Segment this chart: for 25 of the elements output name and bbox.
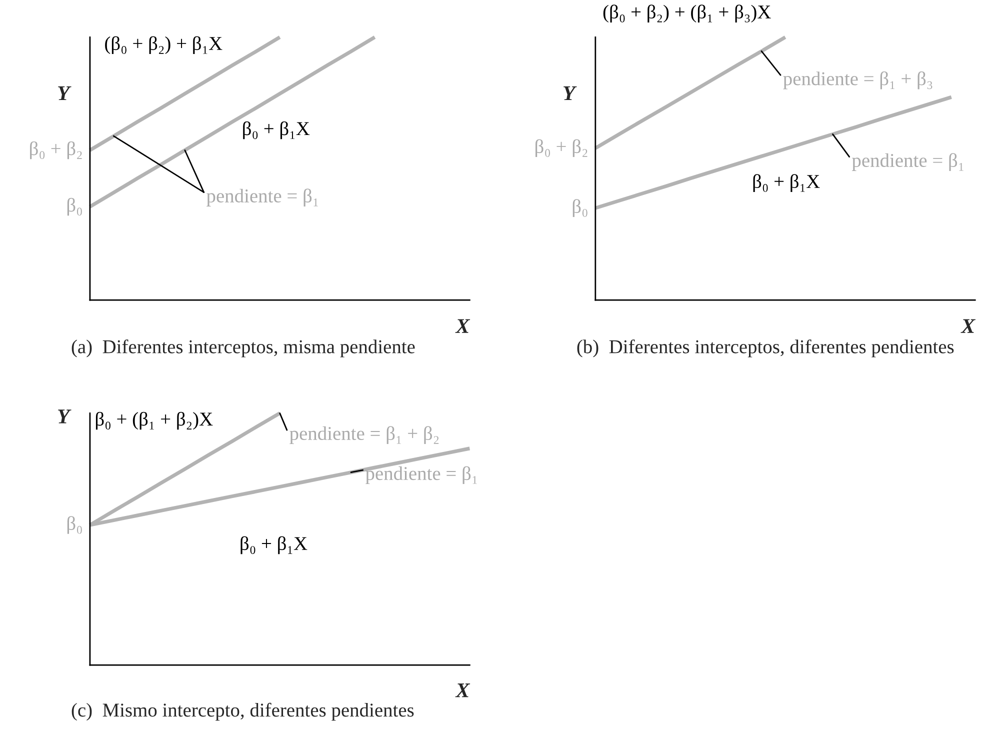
annotation: pendiente = β₁ xyxy=(206,188,318,206)
annotation: pendiente = β₁ xyxy=(852,153,964,171)
annotation: pendiente = β₁ xyxy=(366,466,477,484)
text: β₀ xyxy=(67,198,82,216)
x-axis-title: X xyxy=(455,683,470,698)
annotation: pendiente = β₁ + β₂ xyxy=(290,426,439,444)
series-label: β₀ + (β₁ + β₂)X xyxy=(96,412,213,430)
y-axis-title: Y xyxy=(564,86,577,100)
text: (a) Diferentes interceptos, misma pendiente xyxy=(72,339,415,358)
series-label: β₀ + β₁X xyxy=(753,174,820,192)
text: β₀ xyxy=(572,199,588,217)
series-label: (β₀ + β₂) + (β₁ + β₃)X xyxy=(603,4,771,22)
text: (c) Mismo intercepto, diferentes pendientes xyxy=(72,702,414,721)
annotation: pendiente = β₁ + β₃ xyxy=(783,71,932,90)
x-axis-title: X xyxy=(960,319,976,333)
series-label: (β₀ + β₂) + β₁X xyxy=(105,36,222,54)
text: (b) Diferentes interceptos, diferentes pendientes xyxy=(577,339,954,358)
text: β₀ + β₂ xyxy=(536,139,588,158)
text: β₀ xyxy=(67,516,82,534)
series-label: β₀ + β₁X xyxy=(243,121,310,140)
text: β₀ + β₁X xyxy=(240,536,308,554)
x-axis-title: X xyxy=(455,319,470,333)
y-axis-title: Y xyxy=(58,86,72,100)
text: β₀ + β₂ xyxy=(30,141,82,160)
y-axis-title: Y xyxy=(58,410,72,424)
